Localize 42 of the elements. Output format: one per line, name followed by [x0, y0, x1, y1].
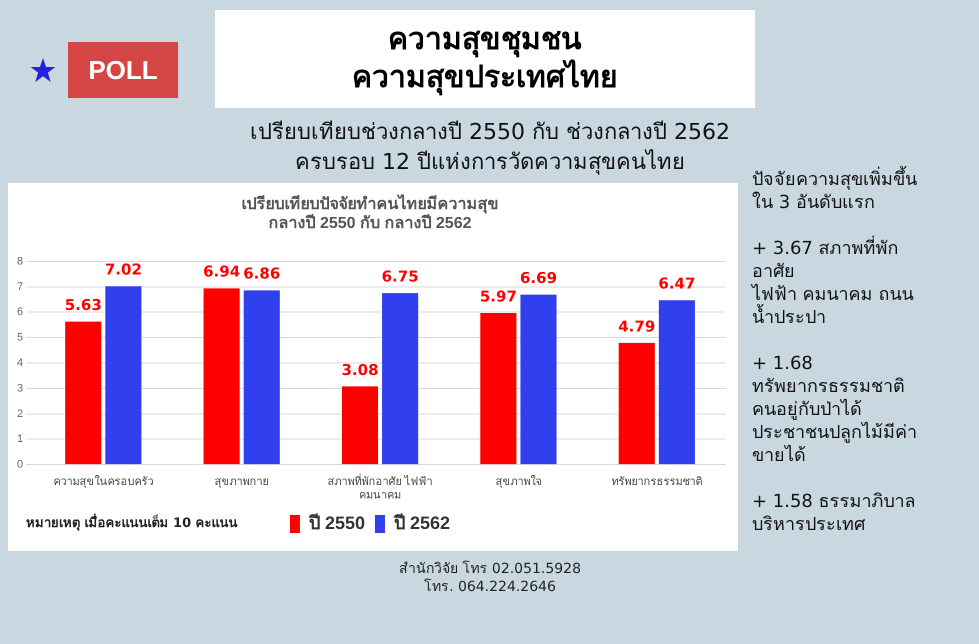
data-label: 4.79 [618, 317, 656, 336]
x-tick-label: ทรัพยากรธรรมชาติ [611, 476, 702, 488]
text: เปรียบเทียบช่วงกลางปี 2550 กับ ช่วงกลางปี 2562 ครบรอบ 12 ปีแห่งการวัดความสุขคนไทย [250, 120, 730, 175]
text: สำนักวิจัย โทร 02.051.5928 โทร. 064.224.2646 [398, 560, 582, 596]
y-tick-label: 3 [16, 382, 24, 394]
data-label: 3.08 [341, 360, 378, 379]
legend-label: ปี 2562 [393, 512, 450, 533]
y-tick-label: 2 [16, 408, 24, 420]
data-label: 5.97 [480, 287, 517, 306]
bar [658, 300, 695, 464]
chart-title: เปรียบเทียบปัจจัยทำคนไทยมีความสุข กลางปี 2550 กับ กลางปี 2562 [242, 194, 498, 232]
y-tick-label: 0 [16, 458, 24, 471]
y-tick-label: 1 [16, 433, 24, 446]
data-label: 5.63 [64, 296, 102, 314]
y-tick-label: 4 [16, 357, 24, 370]
bar [65, 322, 102, 464]
x-tick-label: สภาพที่พักอาศัย ไฟฟ้า คมนาคม [328, 473, 433, 502]
legend-label: ปี 2550 [308, 512, 366, 533]
data-label: 6.69 [520, 269, 558, 288]
data-label: 6.75 [382, 268, 419, 286]
data-label: 6.86 [243, 264, 280, 283]
x-tick-label: สุขภาพใจ [495, 475, 542, 488]
x-tick-label: ความสุขในครอบครัว [53, 475, 154, 488]
bar [204, 288, 240, 464]
data-label: 6.47 [658, 274, 696, 293]
y-tick-label: 5 [16, 332, 24, 344]
bar [480, 312, 516, 464]
y-tick-label: 7 [16, 280, 24, 293]
bar [520, 294, 557, 464]
bar [244, 290, 280, 464]
bar [618, 342, 655, 464]
x-tick-label: สุขภาพกาย [214, 476, 269, 488]
bar [105, 286, 142, 464]
bar [382, 293, 418, 464]
data-label: 6.94 [203, 262, 240, 281]
data-label: 7.02 [104, 260, 142, 279]
bar [342, 386, 378, 464]
y-tick-label: 8 [16, 255, 24, 268]
text: ความสุขชุมชน ความสุขประเทศไทย [215, 10, 755, 108]
text: หมายเหตุ เมื่อคะแนนเต็ม 10 คะแนน [26, 512, 238, 533]
text: POLL [68, 42, 178, 98]
y-tick-label: 6 [16, 306, 24, 318]
